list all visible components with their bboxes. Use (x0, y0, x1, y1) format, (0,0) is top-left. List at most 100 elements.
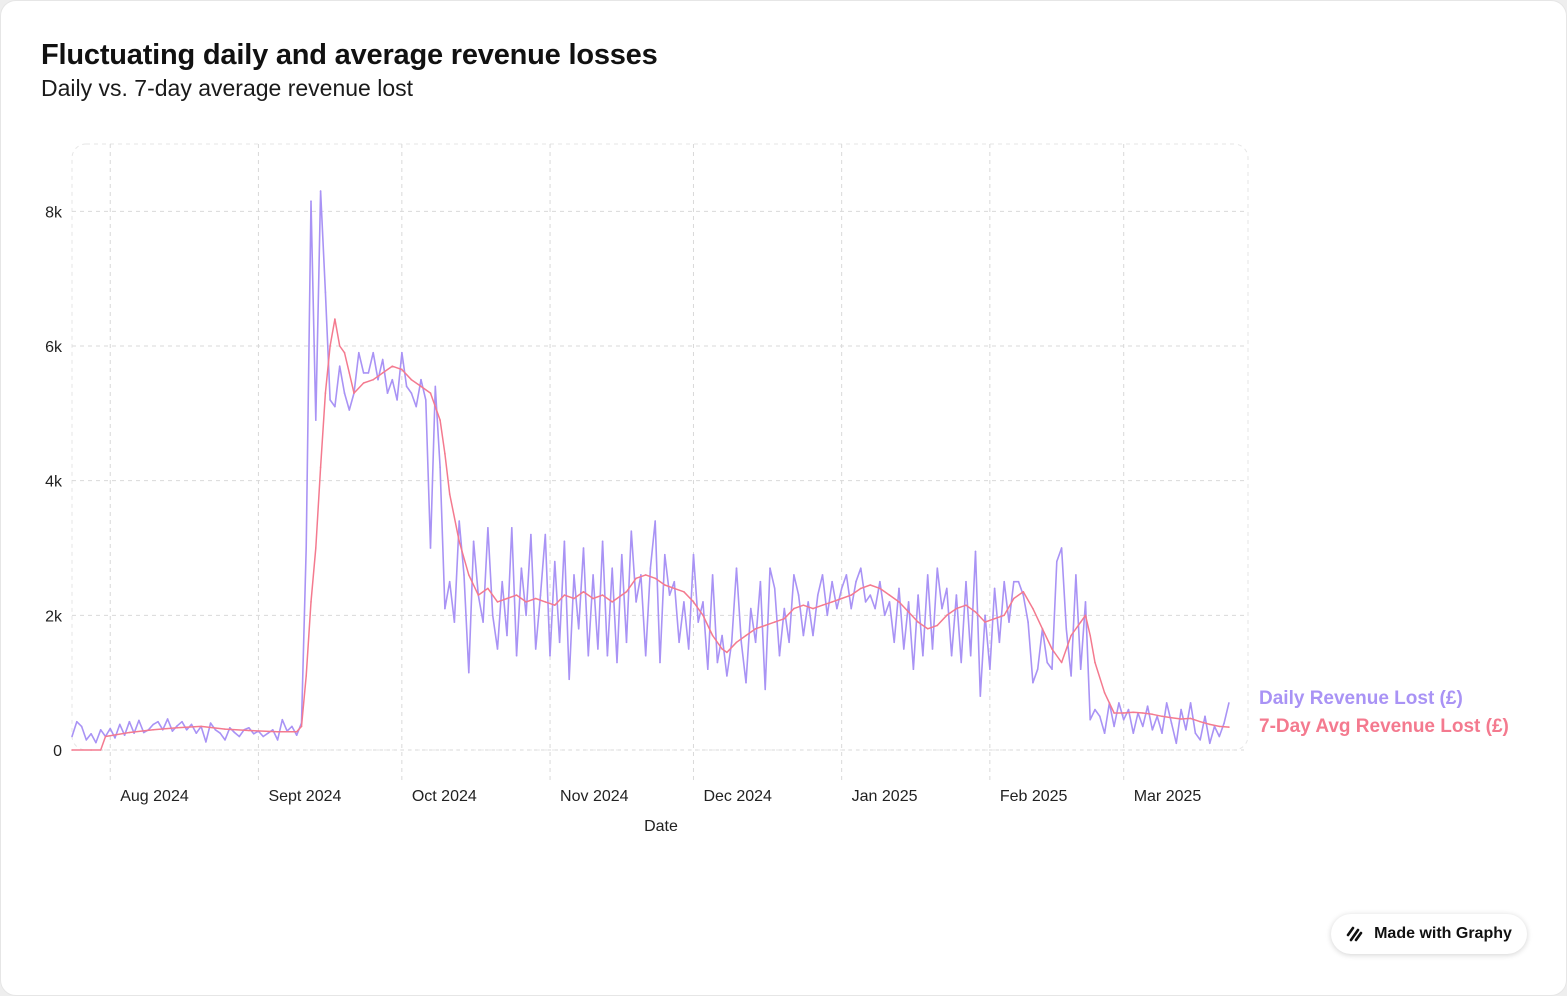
daily-point (807, 601, 809, 603)
avg-point (563, 594, 566, 596)
y-tick-label: 0 (53, 743, 62, 760)
daily-point (396, 399, 398, 401)
daily-point (539, 594, 542, 596)
daily-point (1199, 739, 1201, 741)
avg-point (692, 601, 695, 603)
daily-point (334, 405, 336, 408)
avg-point (200, 725, 202, 728)
avg-point (592, 597, 594, 600)
daily-point (1094, 708, 1096, 711)
daily-point (601, 540, 604, 543)
avg-point (276, 731, 279, 733)
daily-point (362, 372, 365, 374)
avg-point (654, 577, 656, 580)
y-tick-label: 6k (45, 339, 63, 356)
daily-point (649, 567, 652, 569)
daily-point (812, 634, 814, 637)
daily-point (367, 372, 370, 374)
avg-point (783, 617, 786, 620)
daily-point (965, 580, 967, 583)
seven-day-avg-line[interactable] (72, 318, 1229, 751)
legend: Daily Revenue Lost (£) 7-Day Avg Revenue … (1259, 688, 1509, 737)
daily-point (979, 695, 982, 697)
daily-point (214, 729, 217, 731)
daily-point (238, 735, 241, 738)
daily-point (1051, 668, 1053, 670)
daily-point (711, 574, 714, 576)
daily-point (128, 720, 131, 723)
daily-point (845, 574, 848, 576)
avg-point (410, 378, 413, 381)
x-tick-label: Sept 2024 (268, 788, 341, 805)
daily-point (80, 725, 83, 728)
daily-point (984, 614, 986, 617)
daily-point (993, 587, 996, 590)
daily-point (707, 668, 709, 670)
daily-point (549, 654, 551, 657)
avg-point (515, 594, 518, 596)
daily-point (185, 729, 188, 731)
daily-point (391, 378, 394, 381)
daily-point (903, 648, 905, 650)
daily-point (142, 731, 145, 734)
daily-point (563, 540, 566, 543)
avg-point (544, 601, 547, 603)
daily-point (195, 732, 198, 734)
avg-point (353, 392, 355, 394)
daily-point (109, 727, 111, 730)
daily-point (1204, 715, 1206, 718)
daily-point (625, 641, 628, 644)
daily-point (1079, 668, 1082, 670)
daily-point (76, 720, 78, 723)
avg-point (754, 628, 757, 630)
x-tick-label: Feb 2025 (1000, 788, 1068, 805)
daily-point (530, 533, 532, 536)
daily-point (405, 385, 408, 388)
daily-point (1046, 661, 1048, 664)
daily-point (90, 733, 92, 735)
daily-point (769, 567, 771, 569)
avg-point (1113, 712, 1115, 714)
avg-point (1084, 614, 1087, 617)
x-tick-label: Aug 2024 (120, 788, 189, 805)
made-with-graphy-badge[interactable]: Made with Graphy (1331, 914, 1527, 954)
daily-point (582, 547, 585, 549)
daily-point (525, 614, 527, 617)
avg-point (764, 624, 766, 627)
daily-point (205, 741, 207, 743)
avg-point (487, 587, 489, 590)
daily-point (1170, 722, 1173, 724)
daily-point (864, 601, 867, 603)
daily-point (291, 725, 293, 728)
avg-point (936, 624, 939, 627)
avg-point (1041, 628, 1044, 630)
avg-point (334, 318, 336, 320)
avg-point (1132, 711, 1135, 714)
badge-label: Made with Graphy (1374, 925, 1512, 942)
x-tick-label: Dec 2024 (703, 788, 772, 805)
legend-label-daily-revenue-line: Daily Revenue Lost (£) (1259, 688, 1463, 709)
avg-point (1079, 621, 1082, 623)
daily-point (171, 730, 174, 732)
daily-point (1223, 722, 1225, 724)
daily-revenue-line[interactable] (71, 190, 1230, 745)
daily-point (898, 587, 900, 590)
avg-point (1003, 614, 1005, 617)
avg-point (224, 728, 226, 730)
avg-point (1218, 725, 1221, 728)
daily-point (998, 641, 1001, 644)
daily-point (893, 641, 895, 644)
daily-point (1022, 594, 1025, 596)
avg-point (391, 365, 394, 368)
daily-point (936, 567, 939, 569)
daily-point (190, 723, 193, 726)
daily-point (506, 634, 508, 637)
avg-point (348, 372, 351, 374)
daily-point (730, 641, 733, 644)
daily-point (587, 654, 590, 657)
daily-point (324, 291, 327, 293)
daily-point (726, 675, 728, 677)
avg-point (888, 594, 891, 596)
daily-point (955, 594, 958, 596)
